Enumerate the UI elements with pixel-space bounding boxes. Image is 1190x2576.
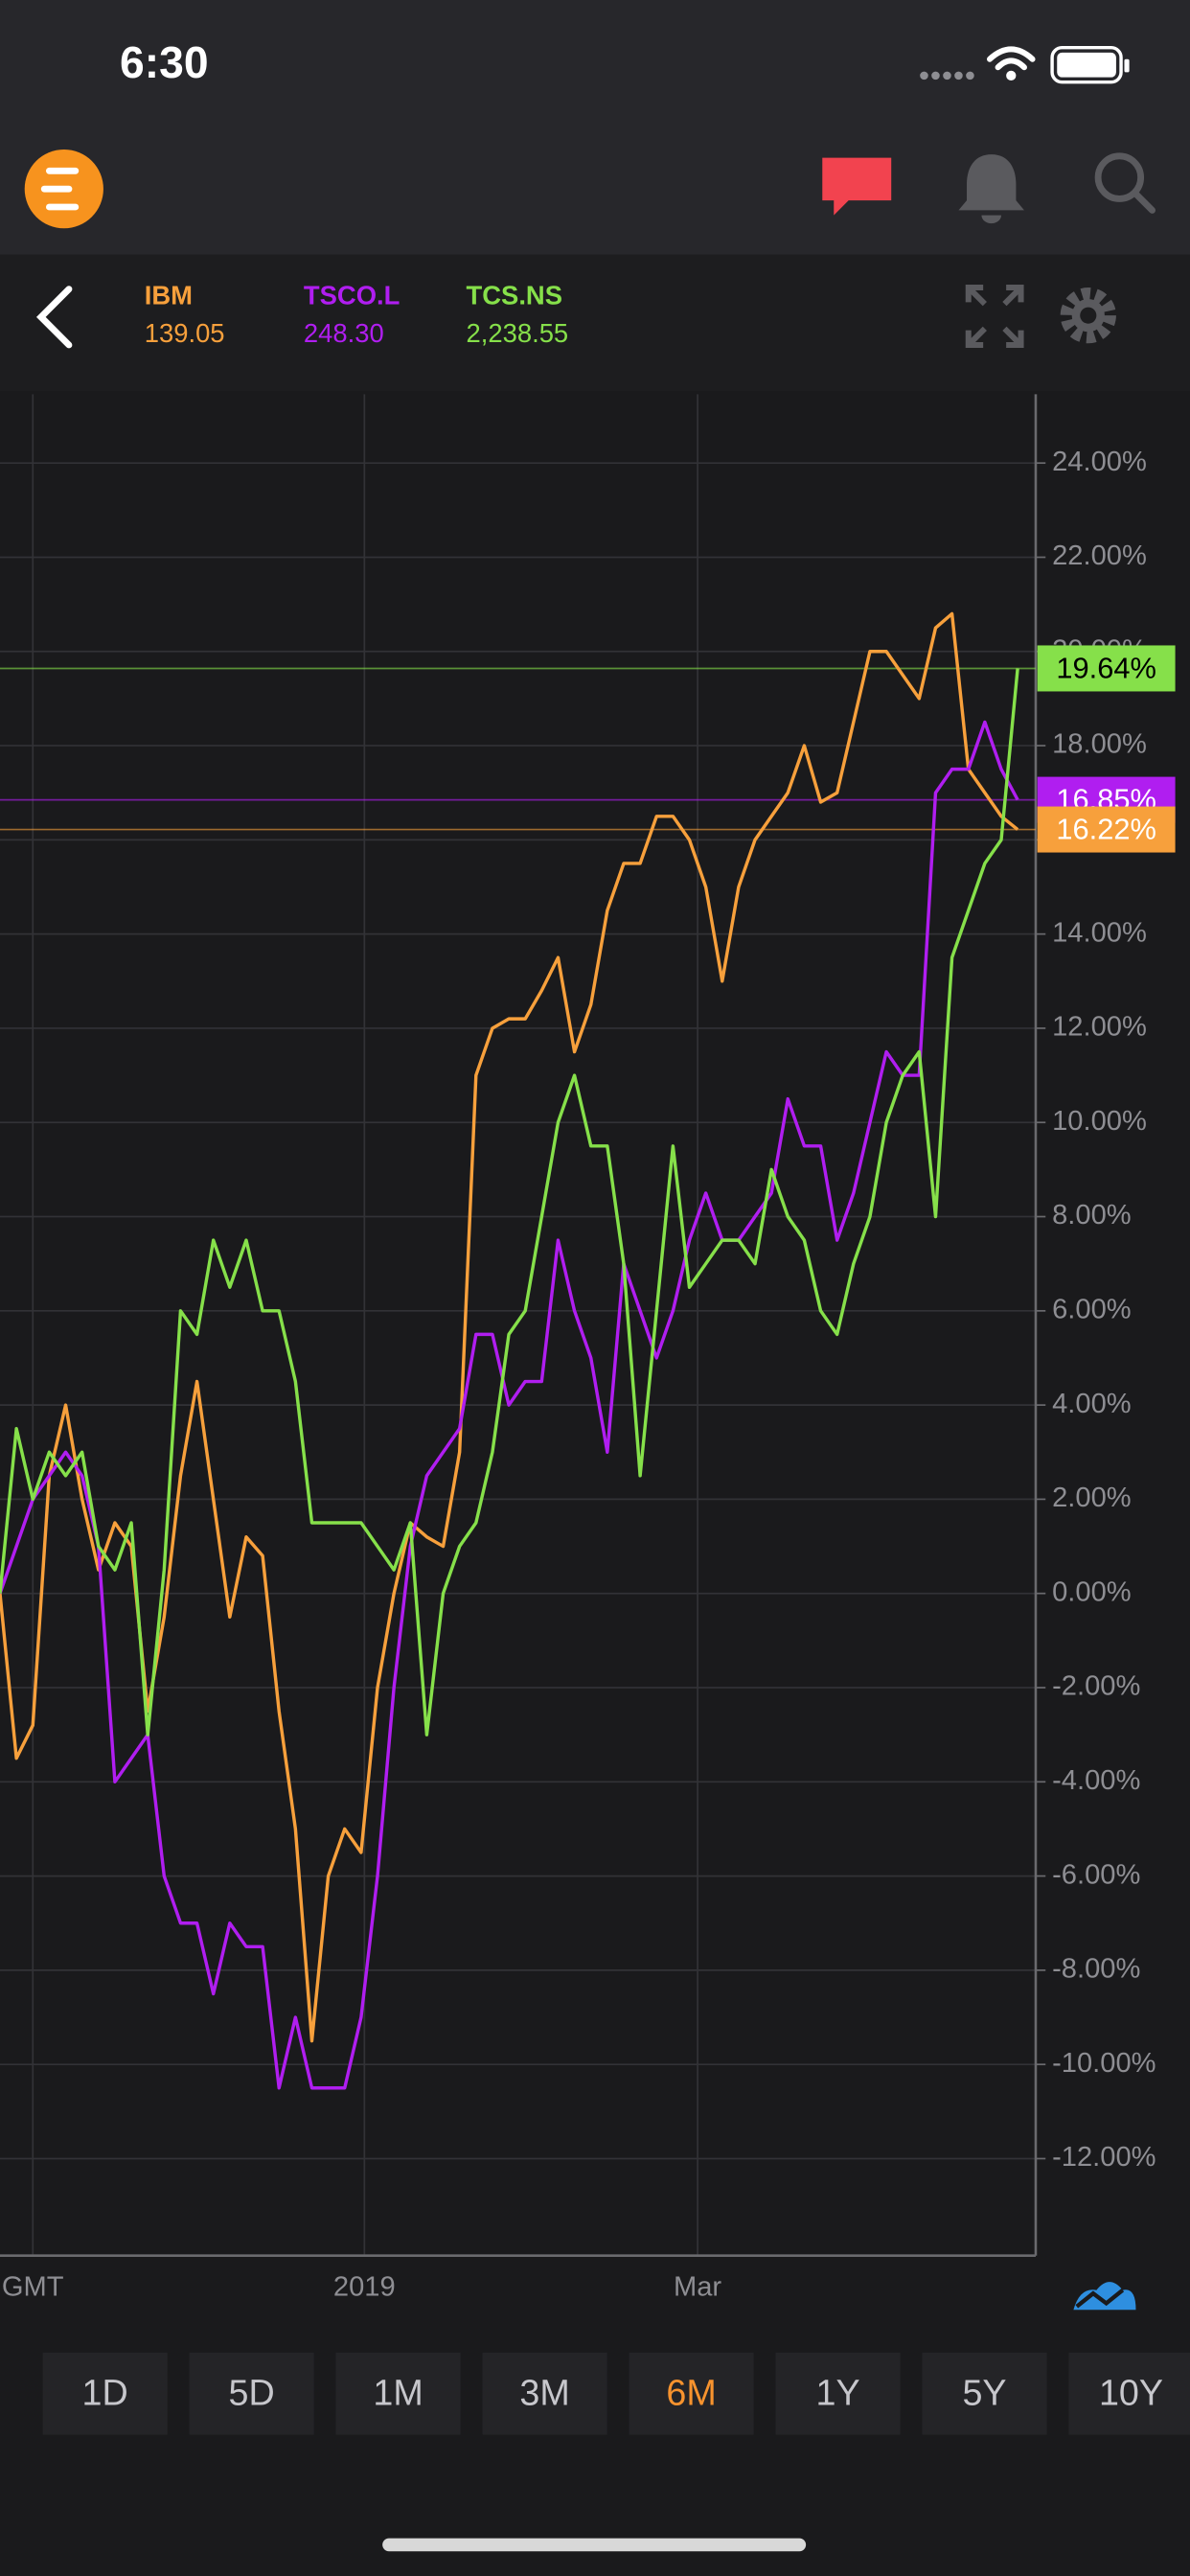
series-line bbox=[0, 668, 1019, 1736]
series-line bbox=[0, 611, 1019, 2043]
range-label[interactable]: 10Y bbox=[1099, 2372, 1163, 2412]
quote-price: 2,238.55 bbox=[467, 318, 569, 348]
y-tick-label: 22.00% bbox=[1052, 540, 1147, 571]
range-label[interactable]: 1Y bbox=[815, 2372, 859, 2412]
last-value-badge bbox=[1037, 645, 1176, 692]
signal-icon bbox=[920, 71, 974, 80]
chart-background bbox=[0, 391, 1190, 2576]
top-bar bbox=[0, 0, 1190, 255]
range-button[interactable] bbox=[629, 2352, 754, 2435]
provider-logo-mark bbox=[1075, 2288, 1125, 2309]
x-tick-label: GMT bbox=[2, 2272, 64, 2303]
y-tick-label: -10.00% bbox=[1052, 2048, 1156, 2079]
quote-legend: IBM 139.05 TSCO.L 248.30 TCS.NS 2,238.55 bbox=[145, 281, 568, 348]
chat-button[interactable] bbox=[822, 157, 892, 216]
range-button[interactable] bbox=[42, 2352, 168, 2435]
status-time: 6:30 bbox=[120, 37, 209, 87]
quote-symbol[interactable]: TSCO.L bbox=[304, 281, 400, 310]
quote-symbol[interactable]: TCS.NS bbox=[467, 281, 562, 310]
y-tick-label: -12.00% bbox=[1052, 2142, 1156, 2173]
y-tick-label: 14.00% bbox=[1052, 917, 1147, 948]
last-value-label: 16.22% bbox=[1056, 812, 1156, 845]
range-button[interactable] bbox=[335, 2352, 461, 2435]
y-tick-label: 4.00% bbox=[1052, 1389, 1132, 1419]
range-label[interactable]: 6M bbox=[666, 2372, 716, 2412]
battery-level bbox=[1057, 52, 1116, 78]
y-tick-label: 12.00% bbox=[1052, 1012, 1147, 1043]
y-tick-label: 0.00% bbox=[1052, 1576, 1132, 1607]
chart: -12.00% -10.00% -8.00% -6.00% -4.00% -2.00% 0.… bbox=[0, 394, 1176, 2303]
provider-logo bbox=[1073, 2282, 1136, 2311]
y-tick-label: 2.00% bbox=[1052, 1483, 1132, 1513]
series-line bbox=[0, 720, 1019, 2090]
wifi-dot bbox=[1006, 70, 1017, 80]
range-label[interactable]: 1D bbox=[82, 2372, 128, 2412]
y-tick-label: 10.00% bbox=[1052, 1106, 1147, 1137]
back-button[interactable] bbox=[35, 286, 73, 349]
settings-button[interactable] bbox=[1060, 287, 1116, 344]
wifi-icon bbox=[987, 46, 1036, 71]
last-value-badge bbox=[1037, 806, 1176, 853]
y-tick-label: 6.00% bbox=[1052, 1295, 1132, 1325]
x-tick-label: Mar bbox=[674, 2272, 721, 2303]
notifications-button[interactable] bbox=[958, 154, 1024, 224]
range-label[interactable]: 5Y bbox=[962, 2372, 1006, 2412]
range-selector: 1D 5D 1M 3M 6M 1Y 5Y 10Y bbox=[42, 2352, 1190, 2435]
y-tick-label: 24.00% bbox=[1052, 447, 1147, 477]
quote-price: 139.05 bbox=[145, 318, 225, 348]
range-label[interactable]: 5D bbox=[229, 2372, 275, 2412]
last-value-label: 19.64% bbox=[1056, 651, 1156, 684]
y-tick-label: -8.00% bbox=[1052, 1954, 1140, 1985]
y-tick-label: -2.00% bbox=[1052, 1671, 1140, 1702]
quote-symbol[interactable]: IBM bbox=[145, 281, 193, 310]
y-tick-label: -6.00% bbox=[1052, 1859, 1140, 1890]
range-button[interactable] bbox=[482, 2352, 607, 2435]
range-button[interactable] bbox=[1068, 2352, 1190, 2435]
y-tick-label: 8.00% bbox=[1052, 1200, 1132, 1230]
battery-icon bbox=[1050, 45, 1123, 84]
range-button[interactable] bbox=[922, 2352, 1047, 2435]
quote-price: 248.30 bbox=[304, 318, 384, 348]
range-button[interactable] bbox=[775, 2352, 901, 2435]
home-indicator bbox=[382, 2538, 807, 2552]
range-label[interactable]: 3M bbox=[519, 2372, 569, 2412]
x-tick-label: 2019 bbox=[333, 2272, 396, 2303]
y-tick-label: 18.00% bbox=[1052, 729, 1147, 760]
range-button[interactable] bbox=[189, 2352, 314, 2435]
menu-button[interactable] bbox=[24, 150, 103, 229]
fullscreen-button[interactable] bbox=[965, 285, 1024, 348]
battery-tip bbox=[1124, 58, 1130, 73]
quote-bar bbox=[0, 254, 1190, 391]
search-button[interactable] bbox=[1094, 152, 1156, 214]
y-tick-label: -4.00% bbox=[1052, 1765, 1140, 1796]
range-label[interactable]: 1M bbox=[373, 2372, 423, 2412]
